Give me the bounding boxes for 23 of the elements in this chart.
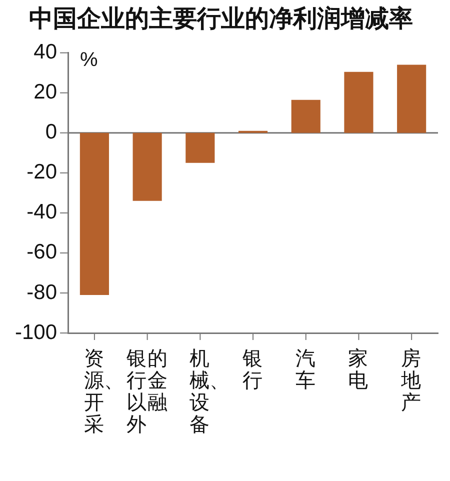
y-tick-label: 0 xyxy=(45,120,58,144)
x-tick-label: 房地产 xyxy=(401,346,422,414)
bar xyxy=(80,132,109,295)
y-tick-label: -80 xyxy=(26,280,58,304)
category-label: 银行以外的金融 xyxy=(126,346,168,436)
y-axis-title: % xyxy=(80,48,98,72)
x-tick-label: 汽车 xyxy=(295,346,316,392)
bar xyxy=(344,72,374,133)
bar xyxy=(186,132,215,163)
y-tick-label: -100 xyxy=(15,320,58,344)
bar xyxy=(397,64,426,133)
y-tick-label: 40 xyxy=(34,40,58,64)
bar xyxy=(291,100,320,133)
x-tick-label: 资源、开采 xyxy=(84,346,124,438)
y-tick-label: 20 xyxy=(34,80,58,104)
y-tick-label: -20 xyxy=(26,160,58,184)
x-tick-label: 家电 xyxy=(348,346,370,392)
x-tick-label: 银行 xyxy=(242,346,264,392)
chart-title: 中国企业的主要行业的净利润增减率 xyxy=(29,4,413,33)
y-tick-label: -60 xyxy=(26,240,58,264)
bar xyxy=(132,132,162,201)
y-tick-label: -40 xyxy=(26,200,58,224)
x-tick-label: 机械、设备 xyxy=(190,346,230,438)
